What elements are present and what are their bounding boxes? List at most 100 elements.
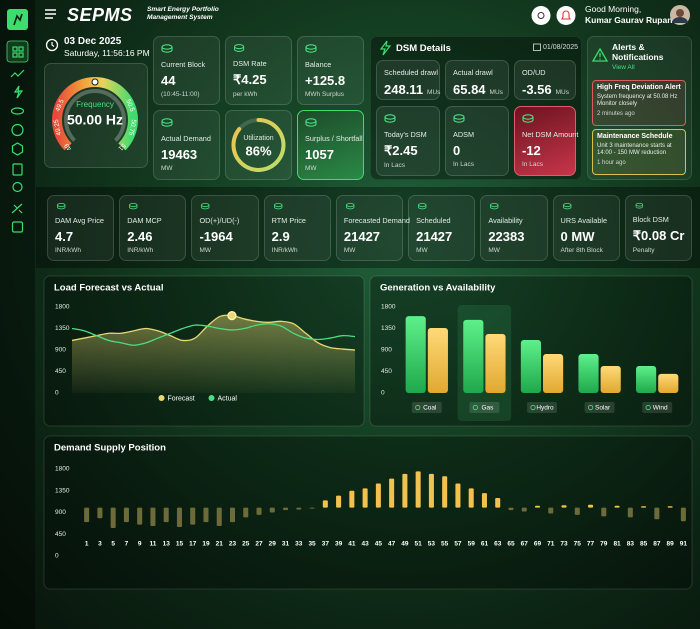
x-tick-label: 59 [468, 541, 476, 548]
card-label: DAM MCP [127, 216, 162, 225]
view-all[interactable]: View All [612, 64, 635, 71]
kpi-card: Scheduled 21427 MW [408, 195, 476, 261]
bar [123, 507, 129, 523]
category-icon [587, 404, 594, 411]
y-tick-label: 450 [381, 368, 392, 375]
x-tick-label: 3 [98, 541, 102, 548]
bar [176, 507, 182, 527]
x-tick-label: Gas [481, 405, 494, 412]
sidebar [0, 0, 35, 629]
card-icon [384, 114, 396, 123]
card-icon [273, 202, 283, 210]
x-tick-label: 25 [242, 541, 250, 548]
legend-label: Forecast [168, 395, 195, 402]
alert-title: Maintenance Schedule [597, 133, 673, 140]
card-unit: MUs [555, 89, 569, 96]
bar [588, 504, 594, 508]
x-tick-label: 37 [322, 541, 330, 548]
card-unit: Penalty [632, 247, 655, 254]
x-tick-label: Coal [423, 405, 437, 412]
nav-check[interactable] [11, 123, 24, 137]
card-value: -3.56 [522, 82, 552, 97]
card-label: Actual drawl [453, 68, 493, 77]
nav-finance[interactable] [10, 107, 25, 115]
nav-network[interactable] [11, 142, 24, 156]
x-tick-label: 71 [547, 541, 555, 548]
card-label: OD(+)/UD(-) [199, 216, 240, 225]
x-tick-label: Wind [653, 405, 668, 412]
time: Saturday, 11:56:16 PM [64, 48, 150, 58]
bar [534, 505, 541, 508]
card-label: Surplus / Shortfall [305, 134, 363, 143]
card-label: RTM Price [271, 216, 306, 225]
bar [322, 500, 328, 508]
nav-trends[interactable] [10, 69, 25, 78]
y-tick-label: 900 [55, 347, 66, 354]
nav-ideas[interactable] [12, 181, 23, 193]
alerts-panel [587, 36, 692, 180]
app-logo[interactable] [7, 9, 28, 30]
bar [614, 505, 620, 508]
card-icon [562, 202, 571, 210]
nav-reports[interactable] [12, 163, 23, 176]
x-tick-label: 21 [216, 541, 224, 548]
menu-button[interactable] [44, 8, 58, 20]
bar [137, 507, 143, 525]
bar [362, 488, 368, 508]
alert-icon [592, 48, 608, 62]
card-label: Actual Demand [161, 134, 211, 143]
x-tick-label: 53 [428, 541, 436, 548]
card-value: ₹2.45 [384, 143, 418, 158]
utilization-card [225, 110, 292, 180]
card-unit: INR/kWh [271, 247, 298, 254]
metric-card: DSM Rate ₹4.25 per kWh [225, 36, 292, 105]
dsm-icon [379, 40, 392, 56]
nav-notes[interactable] [11, 221, 24, 233]
x-tick-label: 67 [521, 541, 529, 548]
bar [405, 316, 426, 393]
card-value-row: -3.56 MUs [522, 82, 569, 97]
bar [349, 490, 355, 508]
theme-toggle[interactable] [531, 6, 551, 25]
card-value: +125.8 [305, 73, 346, 88]
x-tick-label: 13 [163, 541, 171, 548]
card-value: 248.11 [384, 82, 424, 97]
kpi-card: DAM Avg Price 4.7 INR/kWh [47, 195, 115, 261]
chart-title: Generation vs Availability [380, 283, 496, 294]
x-tick-label: 75 [574, 541, 582, 548]
x-tick-label: 63 [494, 541, 502, 548]
x-tick-label: 39 [335, 541, 343, 548]
card-icon [233, 44, 245, 52]
category-icon [472, 404, 478, 411]
card-icon [129, 202, 138, 210]
nav-tools[interactable] [11, 203, 23, 214]
bar [203, 507, 209, 523]
y-tick-label: 1350 [381, 325, 396, 332]
card-value-row: 248.11 MUs [384, 82, 440, 97]
notifications-button[interactable] [556, 6, 576, 25]
nav-power[interactable] [13, 85, 24, 99]
card-unit: MW [305, 165, 317, 172]
bar [269, 507, 275, 513]
bar [485, 333, 506, 393]
bar [336, 495, 342, 508]
x-tick-label: 11 [149, 541, 156, 548]
bar [216, 507, 222, 527]
category-icon [415, 404, 421, 411]
bar [600, 366, 621, 393]
dsm-tile: Actual drawl 65.84 MUs [445, 60, 509, 100]
card-value: 2.9 [271, 229, 290, 244]
y-tick-label: 900 [381, 347, 392, 354]
x-tick-label: 15 [176, 541, 184, 548]
bar [667, 506, 673, 508]
card-value: 0 MW [560, 229, 595, 244]
x-tick-label: 89 [666, 541, 674, 548]
bar [309, 507, 315, 509]
card-value: 44 [161, 73, 176, 88]
kpi-card: RTM Price 2.9 INR/kWh [263, 195, 331, 261]
card-value: 4.7 [55, 229, 74, 244]
dsm-tile: OD/UD -3.56 MUs [514, 60, 576, 100]
alert-title: High Freq Deviation Alert [597, 84, 681, 91]
avatar[interactable] [669, 4, 691, 26]
